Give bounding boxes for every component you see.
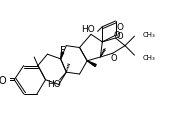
Text: O: O <box>113 30 120 39</box>
Text: CH₃: CH₃ <box>143 32 156 38</box>
Text: O: O <box>0 75 6 85</box>
Text: O: O <box>116 31 123 40</box>
Text: F: F <box>60 46 65 56</box>
Text: CH₃: CH₃ <box>143 55 156 60</box>
Polygon shape <box>61 52 64 59</box>
Polygon shape <box>87 61 96 67</box>
Text: HO: HO <box>81 25 95 34</box>
Text: HO: HO <box>47 79 61 88</box>
Text: O: O <box>110 54 117 63</box>
Text: O: O <box>117 23 124 32</box>
